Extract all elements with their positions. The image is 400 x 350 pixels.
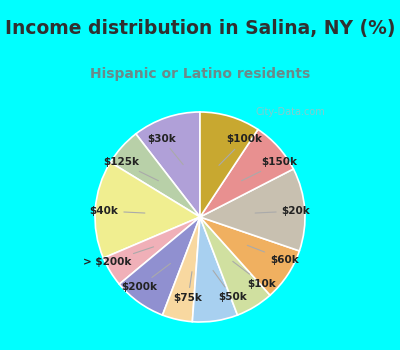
Text: $125k: $125k [103,158,158,181]
Text: $75k: $75k [174,272,202,303]
Wedge shape [95,162,200,258]
Text: $60k: $60k [248,245,299,265]
Wedge shape [119,217,200,315]
Wedge shape [200,217,299,295]
Text: $150k: $150k [242,158,297,181]
Text: > $200k: > $200k [83,247,154,267]
Text: $50k: $50k [213,271,246,302]
Text: $30k: $30k [148,134,183,164]
Wedge shape [136,112,200,217]
Text: $10k: $10k [233,261,276,289]
Wedge shape [103,217,200,284]
Wedge shape [200,169,305,251]
Text: $40k: $40k [90,206,145,216]
Text: Hispanic or Latino residents: Hispanic or Latino residents [90,67,310,81]
Wedge shape [200,130,293,217]
Text: $20k: $20k [255,206,310,216]
Text: $100k: $100k [219,134,262,165]
Text: City-Data.com: City-Data.com [255,107,325,117]
Text: Income distribution in Salina, NY (%): Income distribution in Salina, NY (%) [5,19,395,38]
Wedge shape [162,217,200,322]
Wedge shape [192,217,238,322]
Text: $200k: $200k [121,264,170,292]
Wedge shape [200,217,270,315]
Wedge shape [200,112,258,217]
Wedge shape [110,134,200,217]
